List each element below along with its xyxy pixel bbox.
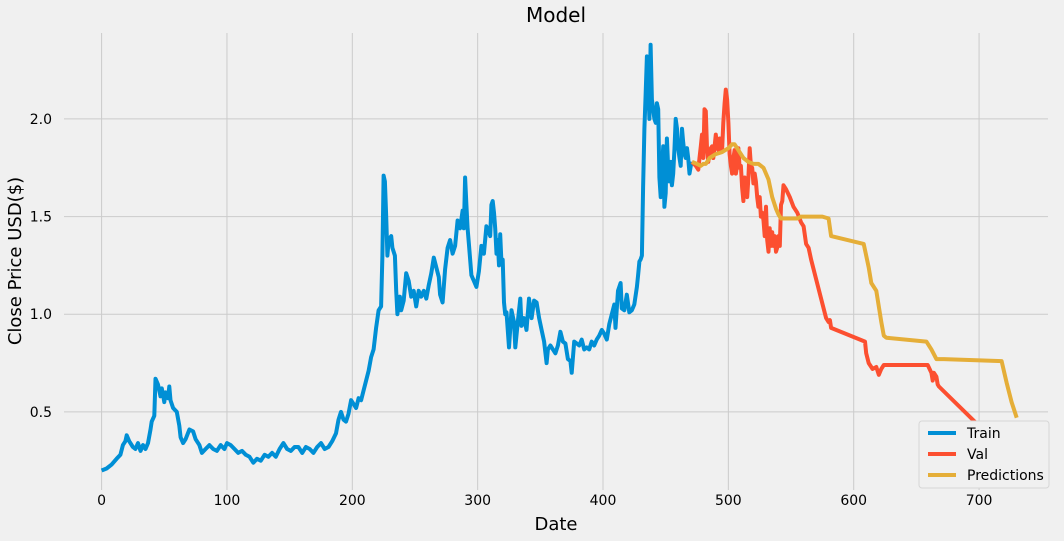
legend-label-train: Train [966,426,1001,442]
legend: Train Val Predictions [918,420,1050,489]
y-tick-label: 1.0 [30,307,52,323]
y-axis-label: Close Price USD($) [5,177,26,345]
legend-label-predictions: Predictions [967,468,1044,484]
series-line-train [100,42,694,473]
chart-title: Model [526,3,586,27]
x-tick-label: 200 [339,493,366,509]
legend-label-val: Val [967,447,988,463]
x-tick-label: 700 [966,493,993,509]
x-tick-label: 600 [840,493,867,509]
x-tick-label: 400 [590,493,617,509]
series-line-predictions [691,142,1019,419]
x-tick-label: 500 [715,493,742,509]
y-tick-label: 0.5 [30,405,52,421]
legend-box [918,420,1050,489]
y-tick-label: 2.0 [30,112,52,128]
x-axis-label: Date [534,514,577,535]
x-tick-label: 300 [464,493,491,509]
series-line-val [690,87,1016,453]
series-layer [100,42,1019,473]
x-tick-label: 0 [97,493,106,509]
y-tick-label: 1.5 [30,210,52,226]
ticks: 0 100 200 300 400 500 600 700 0.5 1.0 1.5 2.0 [30,112,993,509]
x-tick-label: 100 [214,493,241,509]
